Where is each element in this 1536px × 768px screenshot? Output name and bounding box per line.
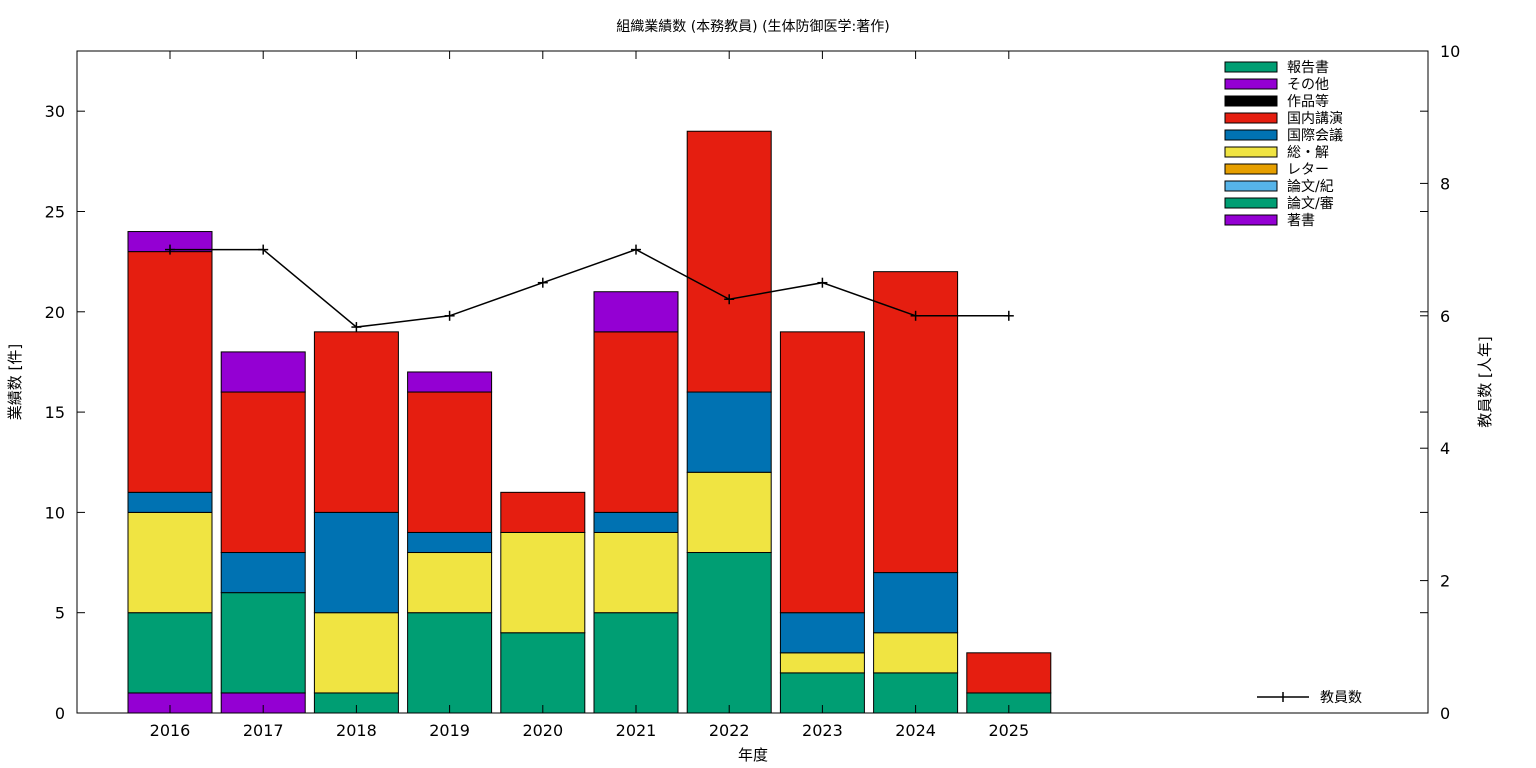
legend-swatch — [1224, 129, 1278, 141]
bar-segment — [407, 531, 493, 554]
legend-label: 論文/紀 — [1287, 179, 1334, 195]
x-tick-label: 2016 — [150, 721, 191, 740]
bar-segment — [220, 391, 306, 554]
y2-tick-label: 10 — [1440, 42, 1460, 61]
y-tick-label: 0 — [55, 704, 65, 723]
legend-label: 報告書 — [1287, 60, 1329, 76]
bar-segment — [313, 331, 399, 513]
bar-segment — [407, 391, 493, 533]
line-series-path — [170, 248, 1009, 328]
line-layer — [165, 244, 1014, 333]
y2-axis-ticks: 0 2 4 6 8 10 — [1420, 42, 1460, 723]
legend-label: レター — [1287, 162, 1329, 178]
legend-swatch — [1224, 95, 1278, 107]
bar-segment — [500, 531, 586, 634]
line-legend-label: 教員数 — [1320, 690, 1362, 706]
y-tick-label: 10 — [45, 503, 65, 522]
x-tick-label: 2024 — [895, 721, 936, 740]
y2-axis-label: 教員数 [人年] — [1476, 336, 1494, 427]
y-tick-label: 15 — [45, 403, 65, 422]
legend-label: 総・解 — [1287, 145, 1329, 161]
x-tick-label: 2019 — [429, 721, 470, 740]
x-tick-label: 2023 — [802, 721, 843, 740]
y-axis-ticks: 0 5 10 15 20 25 30 — [45, 102, 1428, 723]
y2-tick-label: 8 — [1440, 174, 1450, 193]
bar-segment — [127, 612, 213, 694]
bar-segment — [500, 632, 586, 714]
bar-segment — [127, 511, 213, 614]
bar-segment — [686, 552, 772, 714]
bar-segment — [779, 612, 865, 654]
bar-segment — [779, 652, 865, 674]
legend-label: 作品等 — [1287, 93, 1329, 110]
y2-tick-label: 4 — [1440, 439, 1450, 458]
x-tick-label: 2021 — [616, 721, 657, 740]
bar-segment — [127, 491, 213, 513]
legend-swatch — [1224, 78, 1278, 90]
plot-frame — [76, 50, 1429, 714]
bar-segment — [593, 612, 679, 714]
legend-swatch — [1224, 180, 1278, 192]
y-tick-label: 20 — [45, 303, 65, 322]
bar-segment — [966, 652, 1052, 694]
y2-tick-label: 0 — [1440, 704, 1450, 723]
legend-label: 国際会議 — [1287, 127, 1343, 144]
legend-label: 国内講演 — [1287, 111, 1343, 127]
y-tick-label: 25 — [45, 202, 65, 221]
y-axis-label: 業績数 [件] — [6, 344, 24, 420]
bar-segment — [220, 592, 306, 694]
bar-segment — [407, 552, 493, 614]
bar-segment — [686, 471, 772, 554]
bar-segment — [873, 271, 959, 574]
bar-segment — [313, 612, 399, 694]
bar-segment — [220, 552, 306, 594]
legend-swatch — [1224, 112, 1278, 124]
x-tick-label: 2018 — [336, 721, 377, 740]
y2-tick-label: 2 — [1440, 572, 1450, 591]
legend-swatch — [1224, 61, 1278, 73]
bar-segment — [500, 491, 586, 533]
bar-segment — [127, 251, 213, 493]
bar-segment — [686, 130, 772, 393]
x-tick-label: 2025 — [988, 721, 1029, 740]
x-axis-ticks: 2016 2017 2018 2019 2020 2021 2022 2023 2024 2025 — [150, 51, 1029, 740]
bar-segment — [593, 511, 679, 533]
bar-segment — [873, 572, 959, 634]
x-tick-label: 2020 — [522, 721, 563, 740]
y-tick-label: 5 — [55, 604, 65, 623]
bar-segment — [593, 531, 679, 614]
bar-segment — [313, 511, 399, 614]
bars-layer — [127, 130, 1052, 714]
y-tick-label: 30 — [45, 102, 65, 121]
bar-segment — [593, 331, 679, 513]
bar-segment — [407, 612, 493, 714]
y2-tick-label: 6 — [1440, 307, 1450, 326]
legend-swatch — [1224, 197, 1278, 209]
legend-swatch — [1224, 146, 1278, 158]
legend-label: 著書 — [1287, 213, 1315, 229]
bar-segment — [779, 331, 865, 614]
bar-segment — [593, 291, 679, 333]
bar-segment — [220, 351, 306, 393]
bar-segment — [686, 391, 772, 473]
legend-swatch — [1224, 214, 1278, 226]
x-tick-label: 2017 — [243, 721, 284, 740]
x-axis-label: 年度 — [738, 746, 768, 764]
x-tick-label: 2022 — [709, 721, 750, 740]
bar-segment — [407, 371, 493, 393]
legend-label: その他 — [1287, 77, 1329, 93]
chart-title: 組織業績数 (本務教員) (生体防御医学:著作) — [616, 19, 889, 35]
legend-label: 論文/審 — [1287, 196, 1334, 212]
bar-segment — [873, 632, 959, 674]
line-legend: 教員数 — [1257, 690, 1362, 706]
legend-swatch — [1224, 163, 1278, 175]
